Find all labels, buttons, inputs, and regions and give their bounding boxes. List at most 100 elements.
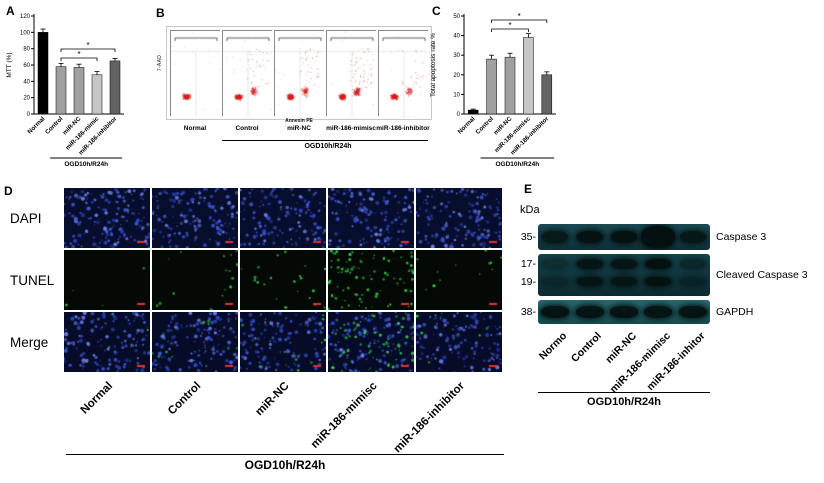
column-label-mir-nc: miR-NC (253, 380, 292, 419)
band-lane-4 (645, 277, 672, 286)
panel-e-label: E (524, 182, 533, 196)
group-label: OGD10h/R24h (64, 161, 108, 168)
significance-bracket (491, 28, 529, 32)
bar (73, 67, 85, 115)
significance-bracket (60, 57, 98, 61)
y-tick-label: 0 (27, 112, 31, 118)
significance-star: * (77, 50, 80, 59)
panel-c-label: C (432, 4, 441, 18)
flow-plot-grid (166, 26, 432, 120)
panel-d-label: D (4, 184, 13, 198)
image-dapi-normal (64, 188, 150, 248)
flow-plot-mir-nc (274, 30, 325, 117)
y-tick-label: 20 (23, 96, 30, 102)
microscopy-canvas (240, 312, 326, 372)
image-dapi-mir-nc (240, 188, 326, 248)
column-label-normal: Normal (78, 380, 116, 417)
band-lane-3 (611, 277, 637, 286)
column-label-control: Control (166, 380, 204, 418)
y-tick-label: 60 (23, 63, 30, 69)
image-merge-control (152, 312, 238, 372)
band-lane-3 (610, 306, 638, 318)
y-axis-label: MTT (%) (6, 52, 13, 77)
band-lane-1 (542, 277, 569, 286)
y-tick-label: 40 (23, 79, 30, 85)
flow-y-axis-label: 7-AAD (157, 54, 164, 72)
flow-plot-mir-186-mimisc (326, 30, 377, 117)
x-category-label: Normal (457, 115, 477, 135)
microscopy-canvas (152, 250, 238, 310)
image-merge-mir-186-mimisc (328, 312, 414, 372)
bar (504, 56, 516, 115)
band-lane-3 (611, 231, 637, 243)
bar (37, 32, 49, 115)
y-tick-label: 30 (453, 53, 460, 59)
y-tick-label: 50 (453, 14, 460, 20)
panel-a-label: A (6, 4, 15, 18)
band-lane-5 (679, 277, 706, 286)
blot-strip-cleaved-caspase-3 (538, 254, 710, 296)
panel-e-western-blot: E kDa Caspase 3 Cleaved Caspase 3 GAPDH 35-… (518, 182, 824, 482)
x-category-label: Normal (26, 115, 46, 135)
kda-unit-label: kDa (520, 204, 540, 216)
flow-sample-label-normal: Normal (183, 125, 207, 132)
microscopy-canvas (416, 188, 502, 248)
blot-strip-caspase-3 (538, 224, 710, 250)
band-lane-1 (542, 259, 569, 269)
band-lane-4 (645, 259, 672, 269)
bar (109, 60, 121, 115)
x-category-label: Control (475, 115, 496, 136)
lane-label-mir-186-mimisc: miR-186-mimisc (607, 330, 673, 396)
column-label-mir-186-inhibitor: miR-186-inhibitor (392, 380, 468, 456)
microscopy-canvas (64, 250, 150, 310)
microscopy-canvas (152, 188, 238, 248)
microscopy-canvas (328, 188, 414, 248)
y-tick-label: 120 (20, 14, 31, 20)
significance-bracket (60, 48, 116, 52)
flow-group-line (222, 140, 428, 141)
image-merge-normal (64, 312, 150, 372)
group-label: OGD10h/R24h (496, 161, 540, 168)
image-tunel-mir-186-inhibitor (416, 250, 502, 310)
microscopy-canvas (152, 312, 238, 372)
flow-group-label: OGD10h/R24h (304, 143, 352, 150)
band-lane-4 (644, 306, 673, 318)
flow-sample-label-control: Control (235, 125, 259, 132)
panel-d-microscopy: D DAPI TUNEL Merge Normal Control miR-NC miR-… (2, 182, 516, 482)
blot-group-line (538, 392, 710, 393)
bar (467, 109, 479, 115)
row-label-tunel: TUNEL (10, 272, 55, 288)
panel-b-flow-cytometry: B 7-AAD Annexin PE Normal Control miR-NC mi… (148, 2, 444, 162)
flow-scatter-canvas (223, 31, 273, 117)
image-dapi-control (152, 188, 238, 248)
microscopy-canvas (64, 312, 150, 372)
y-tick-label: 10 (453, 92, 460, 98)
band-lane-1 (542, 231, 569, 243)
flow-sample-label-mir-186-mimisc: miR-186-mimisc (326, 125, 376, 132)
flow-plot-mir-186-inhibitor (378, 30, 429, 117)
apoptosis-bar-chart: 0 10 20 30 40 50 Total apoptosis rate % NormalC… (430, 12, 556, 168)
kda-marker-35: 35- (520, 231, 536, 243)
microscopy-canvas (416, 312, 502, 372)
microscopy-canvas (240, 188, 326, 248)
y-tick-label: 100 (20, 30, 31, 36)
kda-marker-17: 17- (520, 258, 536, 270)
significance-star: * (508, 21, 511, 30)
protein-label-cleaved-caspase-3: Cleaved Caspase 3 (716, 269, 808, 281)
protein-label-caspase-3: Caspase 3 (716, 231, 767, 243)
flow-scatter-canvas (379, 31, 429, 117)
blot-strip-gapdh (538, 300, 710, 324)
microscopy-canvas (416, 250, 502, 310)
kda-marker-19: 19- (520, 276, 536, 288)
bar (91, 74, 103, 115)
lane-label-control: Control (569, 330, 605, 365)
panel-b-label: B (156, 6, 165, 20)
y-axis-label: Total apoptosis rate % (430, 33, 437, 97)
flow-plot-normal (170, 30, 221, 117)
band-lane-1 (541, 306, 570, 318)
y-tick-label: 20 (453, 73, 460, 79)
panel-a-mtt: A 0 20 40 60 80 100 120 MTT (%) Normal Control miR… (4, 2, 158, 184)
band-lane-5 (679, 259, 706, 269)
flow-x-axis-label: Annexin PE (285, 118, 313, 124)
